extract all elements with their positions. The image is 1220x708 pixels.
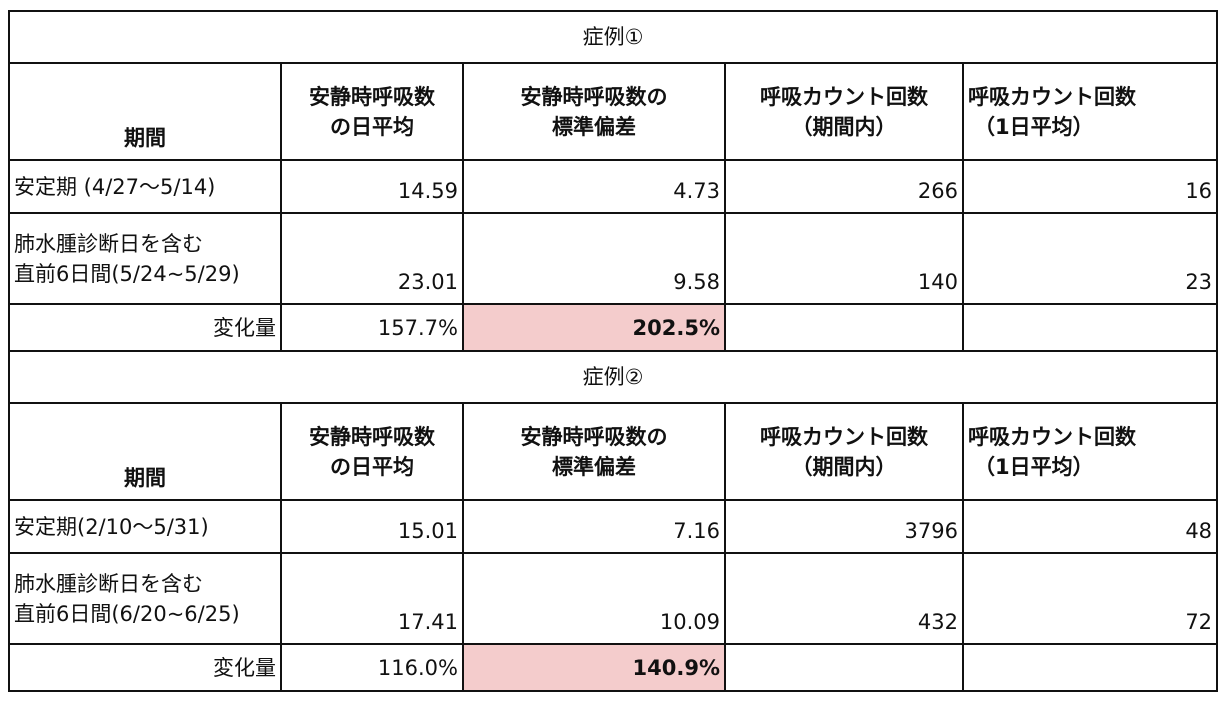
header-avg-line1: 安静時呼吸数 (309, 84, 435, 109)
header-count-line2: （期間内） (791, 114, 897, 139)
table-row-change: 変化量 116.0% 140.9% (8, 643, 1219, 692)
pre-avg: 17.41 (280, 552, 464, 645)
stable-sd: 4.73 (462, 159, 726, 214)
header-avg-line2: の日平均 (330, 454, 414, 479)
stable-count: 3796 (724, 499, 964, 554)
header-count: 呼吸カウント回数 （期間内） (724, 402, 964, 501)
header-sd-line1: 安静時呼吸数の (520, 424, 668, 449)
pre-sd: 10.09 (462, 552, 726, 645)
pre-label: 肺水腫診断日を含む直前6日間(5/24~5/29) (8, 212, 282, 305)
change-sd-highlighted: 140.9% (462, 643, 726, 692)
pre-label-line2: 直前6日間(5/24~5/29) (14, 261, 240, 286)
pre-daily: 23 (961, 212, 1219, 305)
change-daily-empty (961, 303, 1219, 352)
header-sd-line1: 安静時呼吸数の (520, 84, 668, 109)
header-sd-line2: 標準偏差 (552, 114, 636, 139)
header-count: 呼吸カウント回数 （期間内） (724, 62, 964, 161)
case-title-row: 症例② (7, 350, 1219, 404)
header-daily-line1: 呼吸カウント回数 (968, 424, 1136, 449)
stable-daily: 16 (961, 159, 1219, 214)
header-row: 期間 安静時呼吸数 の日平均 安静時呼吸数の 標準偏差 呼吸カウント回数 （期間内） … (8, 402, 1219, 501)
header-period: 期間 (8, 62, 282, 161)
pre-label: 肺水腫診断日を含む直前6日間(6/20~6/25) (8, 552, 282, 645)
header-daily-line1: 呼吸カウント回数 (968, 84, 1136, 109)
table-row-change: 変化量 157.7% 202.5% (8, 303, 1219, 352)
change-sd-highlighted: 202.5% (462, 303, 726, 352)
header-sd: 安静時呼吸数の 標準偏差 (462, 62, 726, 161)
header-count-line1: 呼吸カウント回数 (760, 84, 928, 109)
pre-daily: 72 (961, 552, 1219, 645)
stable-count: 266 (724, 159, 964, 214)
case-title: 症例② (7, 350, 1219, 404)
change-avg: 116.0% (280, 643, 464, 692)
change-count-empty (724, 303, 964, 352)
change-daily-empty (961, 643, 1219, 692)
pre-label-line1: 肺水腫診断日を含む (14, 571, 203, 596)
stable-avg: 15.01 (280, 499, 464, 554)
header-period: 期間 (8, 402, 282, 501)
pre-avg: 23.01 (280, 212, 464, 305)
pre-label-line1: 肺水腫診断日を含む (14, 231, 203, 256)
header-daily: 呼吸カウント回数 （1日平均） (961, 62, 1219, 161)
pre-count: 432 (724, 552, 964, 645)
pre-label-line2: 直前6日間(6/20~6/25) (14, 601, 240, 626)
stable-daily: 48 (961, 499, 1219, 554)
header-count-line1: 呼吸カウント回数 (760, 424, 928, 449)
header-count-line2: （期間内） (791, 454, 897, 479)
header-daily-line2: （1日平均） (974, 114, 1094, 139)
stable-avg: 14.59 (280, 159, 464, 214)
table-row-pre-diagnosis: 肺水腫診断日を含む直前6日間(5/24~5/29) 23.01 9.58 140… (8, 212, 1219, 305)
change-label: 変化量 (8, 643, 282, 692)
header-daily: 呼吸カウント回数 （1日平均） (961, 402, 1219, 501)
comparison-table: 症例① 期間 安静時呼吸数 の日平均 安静時呼吸数の 標準偏差 呼吸カウント回数 （期… (7, 10, 1219, 692)
header-avg: 安静時呼吸数 の日平均 (280, 62, 464, 161)
stable-label: 安定期(2/10〜5/31) (8, 499, 282, 554)
header-row: 期間 安静時呼吸数 の日平均 安静時呼吸数の 標準偏差 呼吸カウント回数 （期間内） … (8, 62, 1219, 161)
stable-sd: 7.16 (462, 499, 726, 554)
stable-label: 安定期 (4/27〜5/14) (8, 159, 282, 214)
change-count-empty (724, 643, 964, 692)
case-title-row: 症例① (7, 10, 1219, 64)
table-row-stable: 安定期 (4/27〜5/14) 14.59 4.73 266 16 (8, 159, 1219, 214)
header-sd-line2: 標準偏差 (552, 454, 636, 479)
header-daily-line2: （1日平均） (974, 454, 1094, 479)
table-row-pre-diagnosis: 肺水腫診断日を含む直前6日間(6/20~6/25) 17.41 10.09 43… (8, 552, 1219, 645)
change-avg: 157.7% (280, 303, 464, 352)
header-avg-line1: 安静時呼吸数 (309, 424, 435, 449)
header-sd: 安静時呼吸数の 標準偏差 (462, 402, 726, 501)
pre-sd: 9.58 (462, 212, 726, 305)
case-title: 症例① (7, 10, 1219, 64)
pre-count: 140 (724, 212, 964, 305)
header-avg: 安静時呼吸数 の日平均 (280, 402, 464, 501)
change-label: 変化量 (8, 303, 282, 352)
table-row-stable: 安定期(2/10〜5/31) 15.01 7.16 3796 48 (8, 499, 1219, 554)
header-avg-line2: の日平均 (330, 114, 414, 139)
